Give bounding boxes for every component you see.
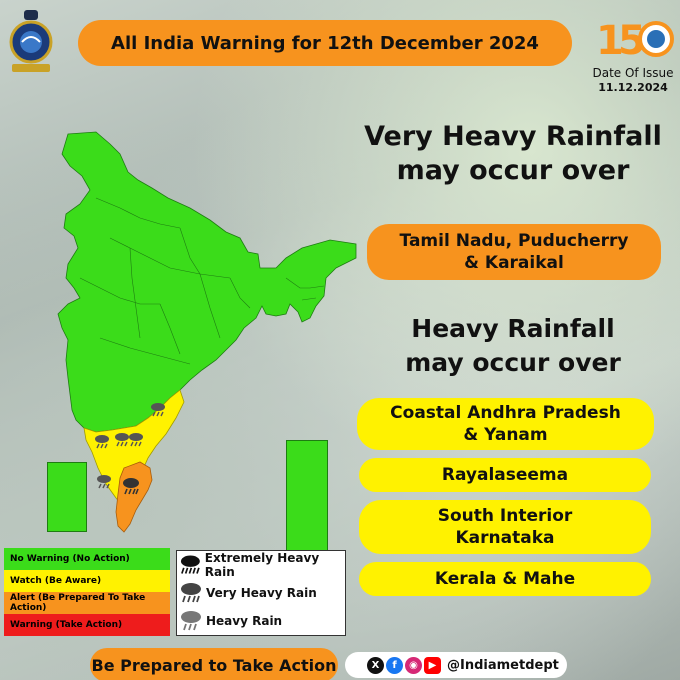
extremely-heavy-rain-icon	[180, 555, 200, 574]
heavy-region-1: Rayalaseema	[359, 458, 651, 492]
legend-extremely-heavy-rain: Extremely Heavy Rain	[177, 551, 345, 579]
date-label: Date Of Issue	[592, 66, 674, 80]
social-bar: X f ◉ ▶ @Indiametdept	[345, 652, 567, 678]
heavy-region-0: Coastal Andhra Pradesh & Yanam	[357, 398, 654, 450]
legend-heavy-rain: Heavy Rain	[177, 607, 345, 635]
youtube-icon[interactable]: ▶	[424, 656, 441, 674]
map-region-no-warning	[57, 131, 357, 433]
heavy-heading: Heavy Rainfall may occur over	[405, 314, 621, 377]
very-heavy-heading: Very Heavy Rainfall may occur over	[364, 121, 662, 186]
legend-watch: Watch (Be Aware)	[4, 570, 170, 592]
legend-warning: Warning (Take Action)	[4, 614, 170, 636]
legend-no-warning: No Warning (No Action)	[4, 548, 170, 570]
heavy-region-2: South Interior Karnataka	[359, 500, 651, 554]
anniversary-logo: 1 5	[594, 12, 674, 64]
facebook-icon[interactable]: f	[386, 656, 403, 674]
map-heavy-rain-icon	[115, 433, 129, 447]
map-very-heavy-rain-icon	[123, 478, 139, 495]
very-heavy-rain-icon	[181, 583, 201, 603]
page-title: All India Warning for 12th December 2024	[78, 20, 572, 66]
social-handle[interactable]: @Indiametdept	[447, 657, 559, 673]
map-heavy-rain-icon	[151, 403, 165, 417]
heavy-rain-icon	[181, 611, 201, 631]
x-icon[interactable]: X	[367, 656, 384, 674]
lakshadweep-inset	[47, 462, 87, 532]
legend-alert: Alert (Be Prepared To Take Action)	[4, 592, 170, 614]
svg-text:1: 1	[596, 18, 624, 62]
map-heavy-rain-icon	[129, 433, 143, 447]
instagram-icon[interactable]: ◉	[405, 656, 422, 674]
map-heavy-rain-icon	[95, 435, 109, 449]
imd-emblem-icon	[4, 10, 58, 78]
heavy-region-3: Kerala & Mahe	[359, 562, 651, 596]
andaman-nicobar-inset	[286, 440, 328, 554]
very-heavy-region-0: Tamil Nadu, Puducherry & Karaikal	[367, 224, 661, 280]
india-warning-map	[40, 128, 370, 548]
legend-very-heavy-rain: Very Heavy Rain	[177, 579, 345, 607]
map-heavy-rain-icon	[97, 475, 111, 489]
map-region-alert	[115, 461, 153, 533]
date-value: 11.12.2024	[598, 81, 668, 94]
rain-type-legend: Extremely Heavy Rain Very Heavy Rain Hea…	[176, 550, 346, 636]
warning-level-legend: No Warning (No Action) Watch (Be Aware) …	[4, 548, 170, 636]
footer-cta: Be Prepared to Take Action	[90, 648, 338, 680]
